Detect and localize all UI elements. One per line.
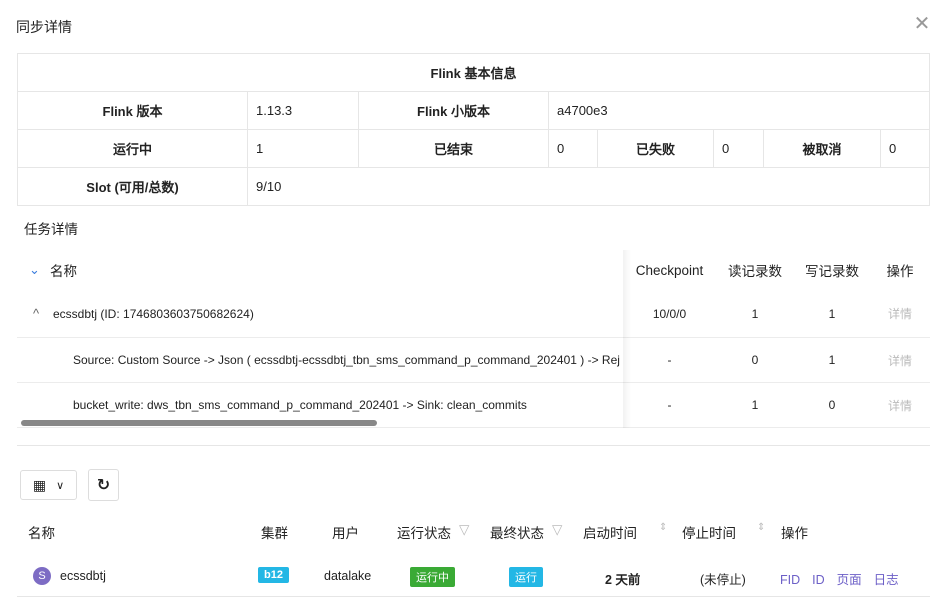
- job-row: S ecssdbtj b12 datalake 运行中 运行 2 天前 (未停止…: [17, 556, 930, 597]
- slot-label: Slot (可用/总数): [17, 167, 248, 206]
- detail-link[interactable]: 详情: [887, 307, 912, 321]
- version-label: Flink 版本: [17, 91, 248, 130]
- minor-label: Flink 小版本: [358, 91, 549, 130]
- col-read: 读记录数: [728, 264, 782, 279]
- col-checkpoint: Checkpoint: [635, 262, 704, 278]
- col-cluster: 集群: [261, 526, 288, 541]
- flink-info-header: Flink 基本信息: [17, 53, 930, 92]
- fid-link[interactable]: FID: [780, 573, 801, 587]
- slot-value: 9/10: [247, 167, 930, 206]
- checkpoint: -: [667, 398, 672, 412]
- col-name: 名称: [28, 526, 55, 541]
- cluster-tag: b12: [258, 567, 289, 583]
- run-state-tag: 运行中: [410, 567, 455, 587]
- task-name: bucket_write: dws_tbn_sms_command_p_comm…: [73, 398, 527, 412]
- job-name[interactable]: ecssdbtj: [60, 569, 106, 583]
- write-count: 0: [828, 398, 836, 412]
- start-time: 2 天前: [605, 573, 641, 587]
- column-settings-button[interactable]: ▦ ∨: [20, 470, 77, 500]
- id-link[interactable]: ID: [812, 573, 825, 587]
- version-value: 1.13.3: [247, 91, 359, 130]
- task-name: Source: Custom Source -> Json ( ecssdbtj…: [73, 353, 620, 367]
- close-icon[interactable]: ✕: [913, 13, 931, 35]
- col-action: 操作: [781, 526, 808, 541]
- refresh-button[interactable]: ↻: [88, 469, 119, 501]
- cancelled-value: 0: [880, 129, 930, 168]
- filter-icon[interactable]: ▽: [552, 522, 563, 537]
- collapse-all-icon[interactable]: ⌄: [29, 262, 40, 277]
- checkpoint: -: [667, 353, 672, 367]
- write-count: 1: [828, 353, 836, 367]
- task-row: Source: Custom Source -> Json ( ecssdbtj…: [17, 338, 930, 383]
- task-table-header: ⌄ 名称 Checkpoint 读记录数 写记录数 操作: [17, 250, 930, 290]
- horizontal-scrollbar[interactable]: [21, 420, 377, 426]
- avatar: S: [33, 567, 51, 585]
- detail-link[interactable]: 详情: [887, 398, 912, 413]
- running-label: 运行中: [17, 129, 248, 168]
- log-link[interactable]: 日志: [873, 573, 899, 587]
- failed-label: 已失败: [597, 129, 714, 168]
- col-write: 写记录数: [805, 264, 859, 279]
- user: datalake: [324, 569, 372, 583]
- write-count: 1: [828, 306, 836, 321]
- stop-time: (未停止): [700, 573, 746, 587]
- task-row: ^ ecssdbtj (ID: 1746803603750682624) 10/…: [17, 290, 930, 338]
- chevron-down-icon: ∨: [56, 479, 65, 492]
- finished-value: 0: [548, 129, 598, 168]
- read-count: 1: [751, 398, 759, 412]
- final-state-tag: 运行: [509, 567, 543, 587]
- col-user: 用户: [332, 526, 359, 541]
- page-link[interactable]: 页面: [836, 573, 862, 587]
- task-row: bucket_write: dws_tbn_sms_command_p_comm…: [17, 383, 930, 428]
- col-name: 名称: [50, 264, 77, 279]
- col-final-state: 最终状态: [490, 526, 544, 541]
- jobs-table-header: 名称 集群 用户 运行状态 ▽ 最终状态 ▽ 启动时间 ⇕ 停止时间 ⇕ 操作: [0, 522, 948, 544]
- filter-icon[interactable]: ▽: [459, 522, 470, 537]
- running-value: 1: [247, 129, 359, 168]
- read-count: 1: [751, 306, 759, 321]
- col-stop-time: 停止时间: [682, 526, 736, 541]
- sort-icon[interactable]: ⇕: [757, 522, 766, 533]
- flink-info-table: Flink 基本信息 Flink 版本 1.13.3 Flink 小版本 a4700e…: [17, 53, 930, 206]
- task-tree-table: ⌄ 名称 Checkpoint 读记录数 写记录数 操作 ^ ecssdbtj …: [17, 250, 930, 428]
- expand-icon[interactable]: ^: [33, 306, 40, 321]
- sort-icon[interactable]: ⇕: [659, 522, 668, 533]
- action-links: FID ID 页面 日志: [780, 569, 911, 588]
- minor-value: a4700e3: [548, 91, 930, 130]
- dialog-title: 同步详情: [16, 19, 72, 35]
- fixed-column-shadow: [623, 250, 631, 428]
- detail-link[interactable]: 详情: [887, 353, 912, 368]
- col-action: 操作: [886, 264, 914, 279]
- col-start-time: 启动时间: [583, 526, 637, 541]
- checkpoint: 10/0/0: [652, 306, 687, 321]
- col-run-state: 运行状态: [397, 526, 451, 541]
- refresh-icon: ↻: [96, 477, 111, 494]
- divider: [17, 445, 930, 446]
- read-count: 0: [751, 353, 759, 367]
- task-section-title: 任务详情: [24, 222, 78, 237]
- task-name: ecssdbtj (ID: 1746803603750682624): [53, 306, 254, 321]
- grid-icon: ▦: [32, 476, 47, 493]
- finished-label: 已结束: [358, 129, 549, 168]
- failed-value: 0: [713, 129, 764, 168]
- cancelled-label: 被取消: [763, 129, 881, 168]
